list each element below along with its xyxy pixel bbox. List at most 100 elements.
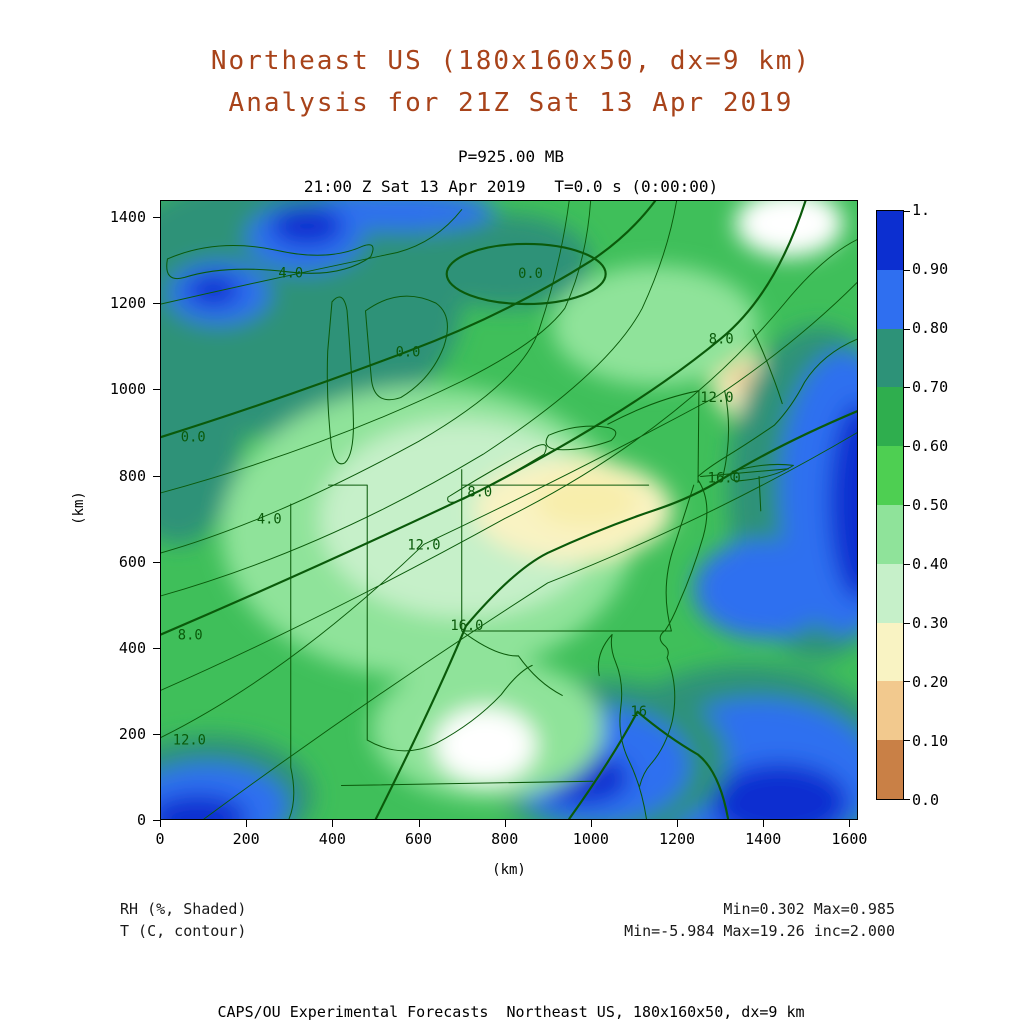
colorbar-tick-mark [904, 505, 910, 506]
x-tick-mark [160, 820, 161, 827]
contour-label: 12.0 [173, 732, 206, 748]
colorbar-tick-mark [904, 563, 910, 565]
plot-title-line2: Analysis for 21Z Sat 13 Apr 2019 [228, 88, 794, 118]
y-tick-label: 1400 [109, 208, 146, 227]
x-tick-mark [332, 820, 334, 827]
y-tick-mark [153, 820, 160, 821]
contour-label: 4.0 [257, 512, 282, 528]
colorbar-tick-mark [904, 681, 910, 683]
contour-label: 16.0 [450, 618, 483, 634]
lake-huron-outline [364, 295, 448, 401]
contour-field-stats: Min=-5.984 Max=19.26 inc=2.000 [624, 922, 895, 940]
x-tick-label: 1200 [658, 830, 696, 848]
colorbar-tick-label: 0.30 [912, 614, 949, 632]
colorbar-segment [877, 269, 903, 329]
temperature-contours [161, 201, 857, 819]
x-tick-mark [418, 820, 420, 827]
colorbar-tick-mark [904, 446, 910, 448]
x-axis-label: (km) [492, 862, 526, 878]
geography-lines [166, 244, 857, 819]
y-tick-mark [153, 389, 160, 391]
colorbar-segment [877, 622, 903, 682]
y-tick-label: 0 [136, 811, 146, 829]
x-tick-label: 800 [491, 830, 519, 848]
contour-line-thin [161, 201, 857, 819]
y-tick-mark [153, 303, 160, 305]
colorbar-segment [877, 740, 903, 799]
contour-label-layer: 4.0 0.0 0.0 0.0 8.0 12.0 16.0 8.0 4.0 12.0 16.0 8.0… [173, 265, 741, 748]
colorbar-tick-label: 1. [912, 201, 931, 219]
contour-label: 12.0 [700, 390, 733, 406]
contour-label: 0.0 [396, 344, 421, 360]
x-tick-label: 200 [232, 830, 260, 848]
colorbar-tick-mark [904, 799, 910, 800]
contour-line-bold [161, 201, 857, 819]
x-tick-mark [504, 820, 506, 827]
contour-label: 4.0 [278, 265, 303, 281]
colorbar-segment [877, 504, 903, 564]
y-tick-label: 400 [118, 638, 146, 657]
valid-time-label: 21:00 Z Sat 13 Apr 2019 T=0.0 s (0:00:00… [303, 177, 719, 196]
x-tick-mark [849, 820, 851, 827]
contour-label: 16 [630, 704, 647, 720]
colorbar-tick-label: 0.90 [912, 260, 949, 278]
plot-title-line1: Northeast US (180x160x50, dx=9 km) [210, 46, 812, 76]
colorbar-tick-label: 0.0 [912, 791, 940, 809]
lake-michigan-outline [326, 296, 354, 465]
legend-contour-label: T (C, contour) [120, 922, 247, 940]
x-tick-mark [246, 820, 248, 827]
atlantic-coastline [597, 338, 857, 819]
rh-shading-blobs [161, 201, 857, 819]
contour-closed-loop [445, 242, 607, 306]
colorbar-tick-mark [904, 740, 910, 742]
x-tick-label: 1400 [745, 830, 782, 848]
x-tick-mark [590, 820, 592, 827]
map-plot-frame: 4.0 0.0 0.0 0.0 8.0 12.0 16.0 8.0 4.0 12.0 16.0 8.0… [160, 200, 858, 820]
contour-label: 8.0 [467, 484, 492, 500]
lake-ontario-outline [545, 425, 617, 451]
x-tick-label: 0 [155, 830, 165, 848]
colorbar-tick-label: 0.20 [912, 673, 949, 691]
y-tick-label: 1000 [109, 380, 146, 399]
colorbar-tick-mark [904, 328, 910, 330]
x-tick-label: 400 [318, 830, 346, 848]
colorbar-segment [877, 328, 903, 388]
legend: RH (%, Shaded) T (C, contour) [120, 898, 246, 942]
colorbar-segment [877, 387, 903, 447]
y-tick-mark [153, 647, 160, 649]
shaded-field-stats: Min=0.302 Max=0.985 [723, 900, 895, 918]
y-tick-label: 800 [118, 466, 146, 485]
y-tick-mark [153, 217, 160, 219]
y-tick-mark [153, 475, 160, 477]
map-plot: 4.0 0.0 0.0 0.0 8.0 12.0 16.0 8.0 4.0 12.0 16.0 8.0… [161, 201, 857, 819]
colorbar-segment [877, 211, 903, 270]
state-borders [288, 329, 789, 819]
x-tick-label: 1000 [572, 830, 609, 848]
x-tick-label: 1600 [831, 830, 868, 848]
colorbar-tick-mark [904, 211, 910, 212]
colorbar-tick-mark [904, 269, 910, 271]
colorbar-tick-label: 0.80 [912, 319, 949, 337]
colorbar-segment [877, 563, 903, 623]
y-tick-mark [153, 733, 160, 735]
y-tick-label: 1200 [109, 294, 146, 313]
colorbar-tick-label: 0.60 [912, 437, 949, 455]
lake-superior-outline [166, 244, 374, 280]
y-tick-label: 200 [118, 724, 146, 743]
x-tick-mark [763, 820, 765, 827]
colorbar-segments [877, 211, 903, 799]
footer-caption: CAPS/OU Experimental Forecasts Northeast… [217, 1003, 805, 1021]
pressure-level-label: P=925.00 MB [458, 147, 564, 166]
colorbar [876, 210, 910, 800]
contour-label: 8.0 [178, 628, 203, 644]
colorbar-segment [877, 446, 903, 505]
colorbar-tick-label: 0.40 [912, 555, 949, 573]
y-tick-mark [153, 561, 160, 563]
x-tick-mark [677, 820, 679, 827]
x-tick-label: 600 [404, 830, 433, 848]
field-stats: Min=0.302 Max=0.985 Min=-5.984 Max=19.26… [520, 898, 895, 942]
colorbar-tick-label: 0.50 [912, 496, 949, 514]
colorbar-tick-mark [904, 387, 910, 389]
contour-label: 8.0 [709, 331, 734, 347]
